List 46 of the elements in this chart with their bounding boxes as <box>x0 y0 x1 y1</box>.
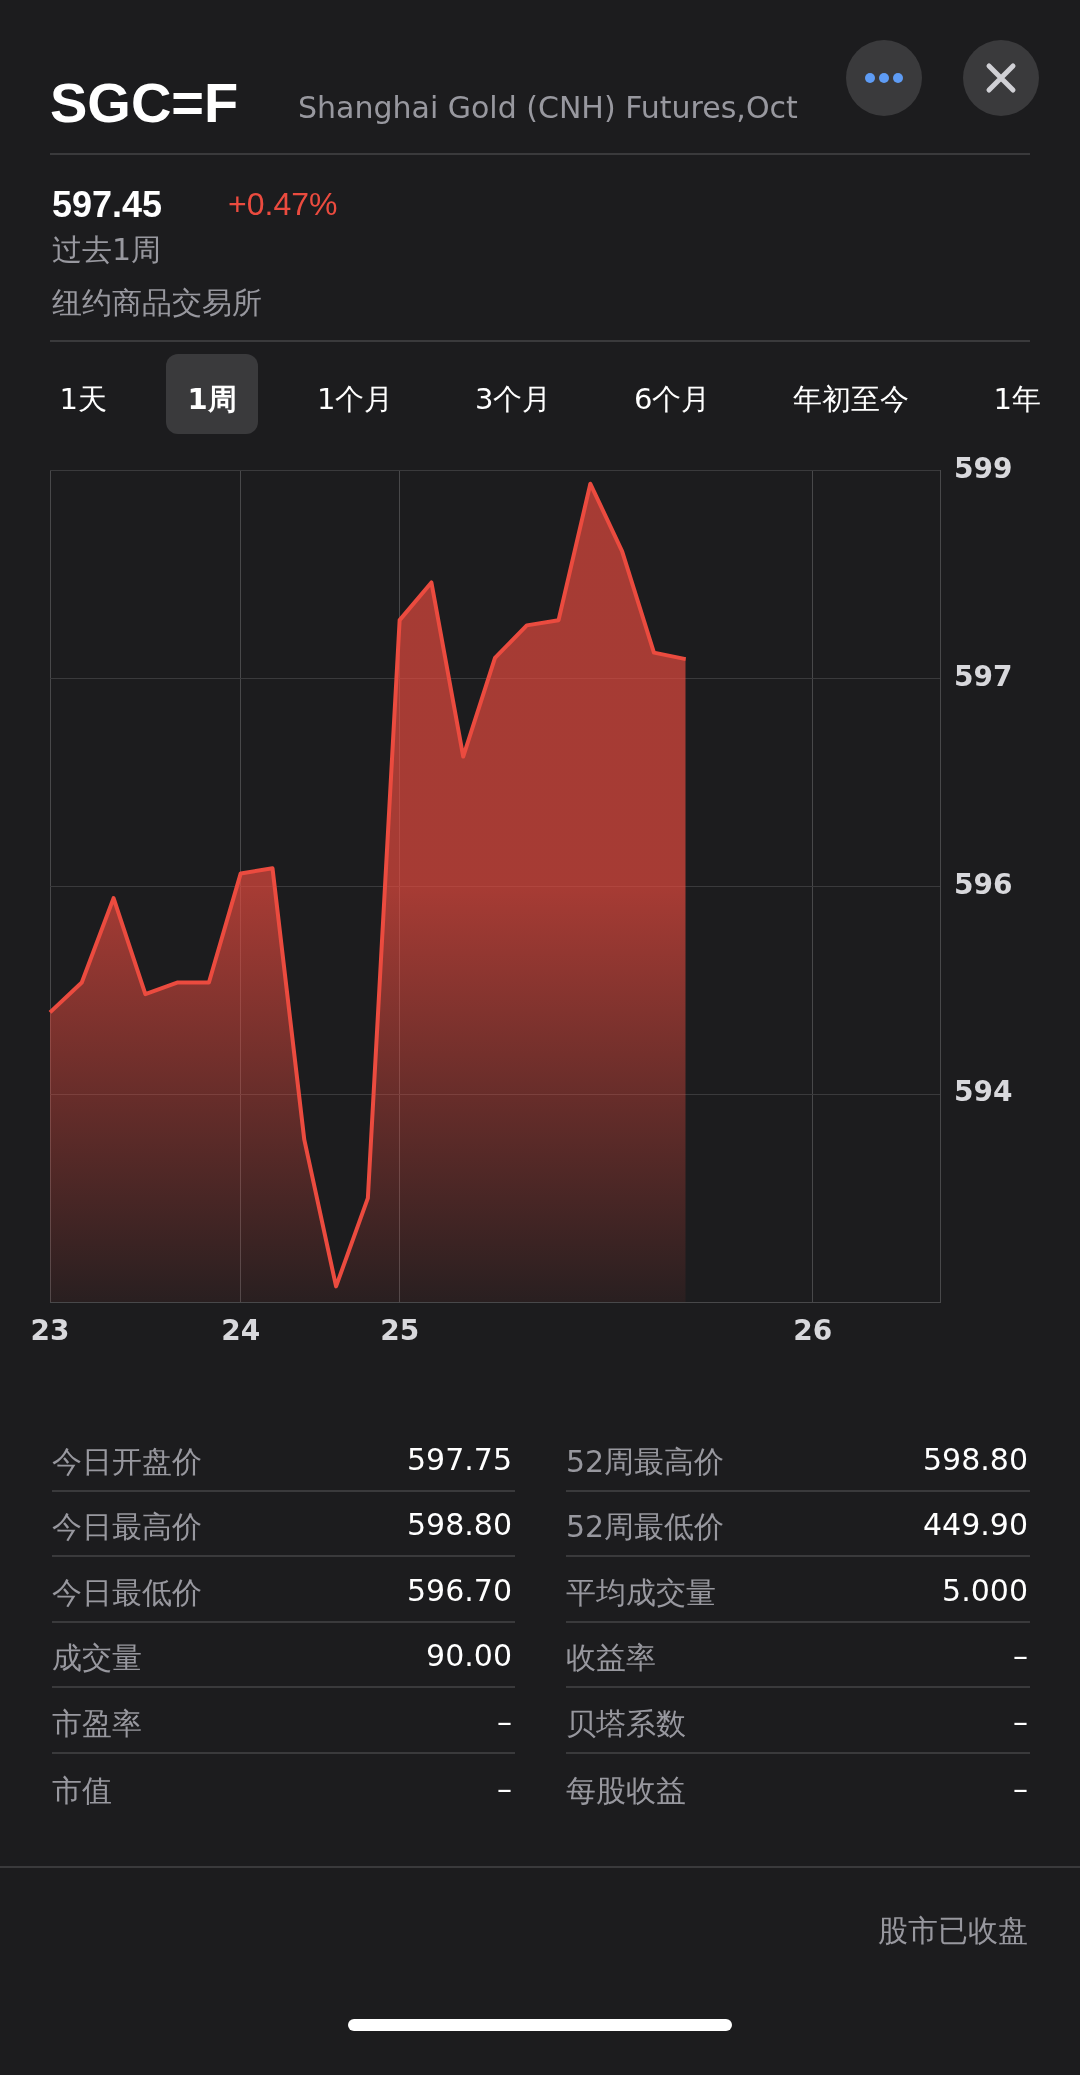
text: 每股收益 <box>566 1772 686 1810</box>
y-tick-label: 596 <box>954 867 1013 901</box>
text: – <box>1013 1638 1028 1673</box>
text: – <box>497 1771 512 1806</box>
text: 1天 <box>59 381 107 418</box>
text: 5.000 <box>942 1573 1028 1608</box>
text: 市值 <box>52 1772 112 1810</box>
text: 成交量 <box>52 1639 142 1677</box>
text: 598.80 <box>407 1507 512 1542</box>
x-tick-label: 23 <box>30 1314 70 1348</box>
y-tick-label: 599 <box>954 452 1013 486</box>
text: 纽约商品交易所 <box>52 284 262 322</box>
text: 今日最低价 <box>52 1574 202 1612</box>
text: 52周最高价 <box>566 1443 725 1481</box>
text: 1年 <box>993 381 1041 418</box>
text: 1周 <box>187 381 237 418</box>
text: 今日最高价 <box>52 1508 202 1546</box>
text: 收益率 <box>566 1639 656 1677</box>
text: 今日开盘价 <box>52 1443 202 1481</box>
text: 52周最低价 <box>566 1508 725 1546</box>
text: 3个月 <box>475 381 552 418</box>
text: 596.70 <box>407 1573 512 1608</box>
chart-title: SGC=F <box>50 70 239 135</box>
y-tick-label: 597 <box>954 659 1013 693</box>
text: 597.75 <box>407 1442 512 1477</box>
text: 年初至今 <box>793 381 909 418</box>
chart-subtitle: Shanghai Gold (CNH) Futures,Oct <box>298 90 798 125</box>
text: – <box>1013 1771 1028 1806</box>
text: 449.90 <box>923 1507 1028 1542</box>
text: 贝塔系数 <box>566 1705 686 1743</box>
x-tick-label: 24 <box>221 1314 261 1348</box>
text: – <box>497 1704 512 1739</box>
text: 过去1周 <box>52 231 162 269</box>
x-tick-label: 25 <box>380 1314 420 1348</box>
text: 6个月 <box>634 381 711 418</box>
text: 平均成交量 <box>566 1574 716 1612</box>
text: 股市已收盘 <box>878 1912 1028 1950</box>
text: 90.00 <box>426 1638 512 1673</box>
x-tick-label: 26 <box>793 1314 833 1348</box>
text: 市盈率 <box>52 1705 142 1743</box>
y-tick-label: 594 <box>954 1075 1013 1109</box>
text: 598.80 <box>923 1442 1028 1477</box>
text: 597.45 <box>52 184 163 226</box>
text: – <box>1013 1704 1028 1739</box>
text: 1个月 <box>317 381 394 418</box>
text: +0.47% <box>228 186 338 223</box>
